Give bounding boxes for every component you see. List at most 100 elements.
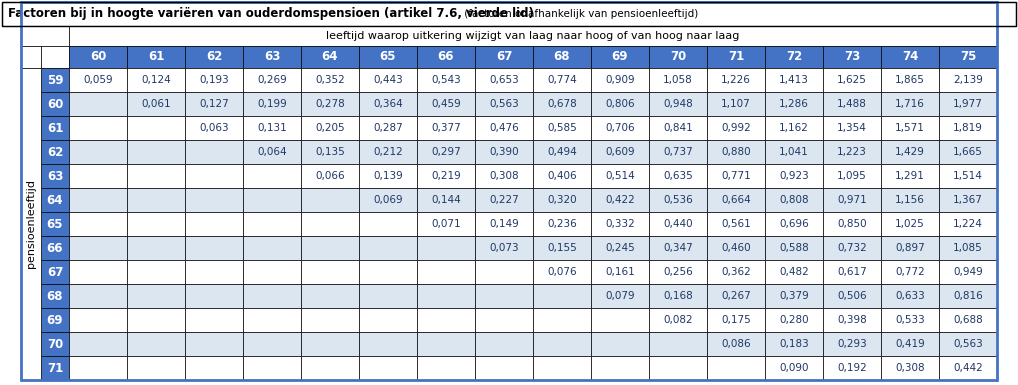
Bar xyxy=(41,140,69,164)
Bar xyxy=(127,356,185,380)
Text: 0,696: 0,696 xyxy=(779,219,809,229)
Bar xyxy=(939,356,997,380)
Bar xyxy=(359,284,417,308)
Text: 0,059: 0,059 xyxy=(83,75,113,85)
Bar xyxy=(881,46,939,68)
Text: 0,664: 0,664 xyxy=(721,195,751,205)
Bar xyxy=(69,212,127,236)
Bar xyxy=(243,164,301,188)
Text: 0,506: 0,506 xyxy=(837,291,866,301)
Bar xyxy=(69,260,127,284)
Bar xyxy=(765,356,823,380)
Text: 0,406: 0,406 xyxy=(548,171,577,181)
Bar xyxy=(649,164,706,188)
Text: 0,192: 0,192 xyxy=(837,363,867,373)
Bar xyxy=(417,356,475,380)
Bar xyxy=(127,188,185,212)
Text: 1,291: 1,291 xyxy=(895,171,925,181)
Text: 0,949: 0,949 xyxy=(953,267,982,277)
Bar xyxy=(301,164,359,188)
Bar xyxy=(185,260,243,284)
Bar xyxy=(243,332,301,356)
Bar xyxy=(533,284,591,308)
Bar xyxy=(127,332,185,356)
Bar xyxy=(127,116,185,140)
Bar xyxy=(185,140,243,164)
Bar xyxy=(41,46,69,68)
Text: 0,064: 0,064 xyxy=(258,147,287,157)
Bar xyxy=(765,140,823,164)
Text: 0,482: 0,482 xyxy=(779,267,809,277)
Bar xyxy=(591,140,649,164)
Bar xyxy=(881,308,939,332)
Text: Factoren bij in hoogte variëren van ouderdomspensioen (artikel 7.6, vierde lid): Factoren bij in hoogte variëren van oude… xyxy=(8,7,533,20)
Bar xyxy=(69,332,127,356)
Text: 0,706: 0,706 xyxy=(605,123,635,133)
Text: 0,199: 0,199 xyxy=(258,99,287,109)
Text: 0,377: 0,377 xyxy=(432,123,461,133)
Text: 65: 65 xyxy=(380,50,396,64)
Text: 0,459: 0,459 xyxy=(432,99,461,109)
Bar xyxy=(127,308,185,332)
Text: 0,633: 0,633 xyxy=(895,291,925,301)
Bar xyxy=(41,356,69,380)
Bar xyxy=(649,116,706,140)
Text: 0,212: 0,212 xyxy=(374,147,403,157)
Bar xyxy=(127,260,185,284)
Bar xyxy=(591,212,649,236)
Bar xyxy=(649,92,706,116)
Text: 0,536: 0,536 xyxy=(663,195,693,205)
Bar xyxy=(591,46,649,68)
Bar xyxy=(706,332,765,356)
Text: 73: 73 xyxy=(844,50,860,64)
Bar xyxy=(591,188,649,212)
Bar xyxy=(823,236,881,260)
Bar xyxy=(475,140,533,164)
Bar xyxy=(475,332,533,356)
Bar xyxy=(823,92,881,116)
Text: 64: 64 xyxy=(47,194,63,206)
Text: 1,514: 1,514 xyxy=(953,171,983,181)
Text: 60: 60 xyxy=(47,97,63,110)
Bar xyxy=(359,260,417,284)
Text: 0,494: 0,494 xyxy=(547,147,577,157)
Bar xyxy=(185,188,243,212)
Text: 66: 66 xyxy=(438,50,454,64)
Text: 70: 70 xyxy=(47,338,63,350)
Text: 0,992: 0,992 xyxy=(721,123,751,133)
Bar xyxy=(533,92,591,116)
Text: 0,771: 0,771 xyxy=(721,171,751,181)
Text: 1,226: 1,226 xyxy=(721,75,751,85)
Text: 0,841: 0,841 xyxy=(663,123,693,133)
Text: 0,948: 0,948 xyxy=(663,99,693,109)
Bar xyxy=(41,236,69,260)
Bar xyxy=(823,164,881,188)
Bar xyxy=(649,140,706,164)
Bar xyxy=(881,140,939,164)
Text: 0,144: 0,144 xyxy=(432,195,461,205)
Bar xyxy=(706,68,765,92)
Bar xyxy=(706,260,765,284)
Text: 0,071: 0,071 xyxy=(432,219,461,229)
Text: 0,245: 0,245 xyxy=(605,243,635,253)
Bar xyxy=(301,92,359,116)
Bar xyxy=(881,164,939,188)
Bar xyxy=(417,140,475,164)
Text: 0,379: 0,379 xyxy=(779,291,809,301)
Bar xyxy=(823,46,881,68)
Text: 0,236: 0,236 xyxy=(547,219,577,229)
Bar xyxy=(21,26,69,46)
Bar xyxy=(533,308,591,332)
Bar xyxy=(243,68,301,92)
Bar xyxy=(243,46,301,68)
Bar xyxy=(359,46,417,68)
Bar xyxy=(765,116,823,140)
Bar xyxy=(359,332,417,356)
Bar xyxy=(939,212,997,236)
Bar xyxy=(301,68,359,92)
Bar xyxy=(41,116,69,140)
Text: 0,267: 0,267 xyxy=(721,291,751,301)
Bar xyxy=(475,68,533,92)
Text: 74: 74 xyxy=(902,50,918,64)
Text: 0,320: 0,320 xyxy=(548,195,577,205)
